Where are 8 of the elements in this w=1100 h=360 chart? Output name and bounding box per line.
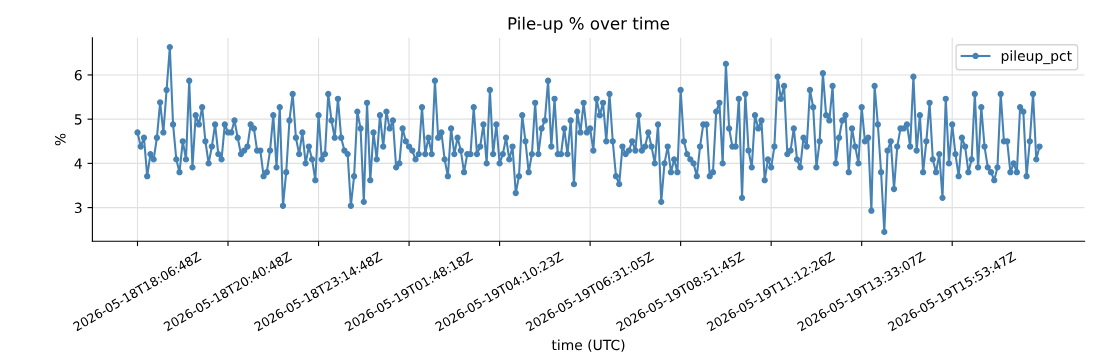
y-tick-label: 6 <box>74 69 82 81</box>
y-tick-label: 5 <box>74 114 82 125</box>
y-tick-label: 3 <box>74 202 82 214</box>
legend-label: pileup_pct <box>1001 50 1072 65</box>
y-axis-title: % <box>55 133 66 146</box>
x-axis-title: time (UTC) <box>551 339 625 352</box>
chart-title: Pile-up % over time <box>508 16 670 33</box>
y-tick-label: 4 <box>74 158 82 169</box>
